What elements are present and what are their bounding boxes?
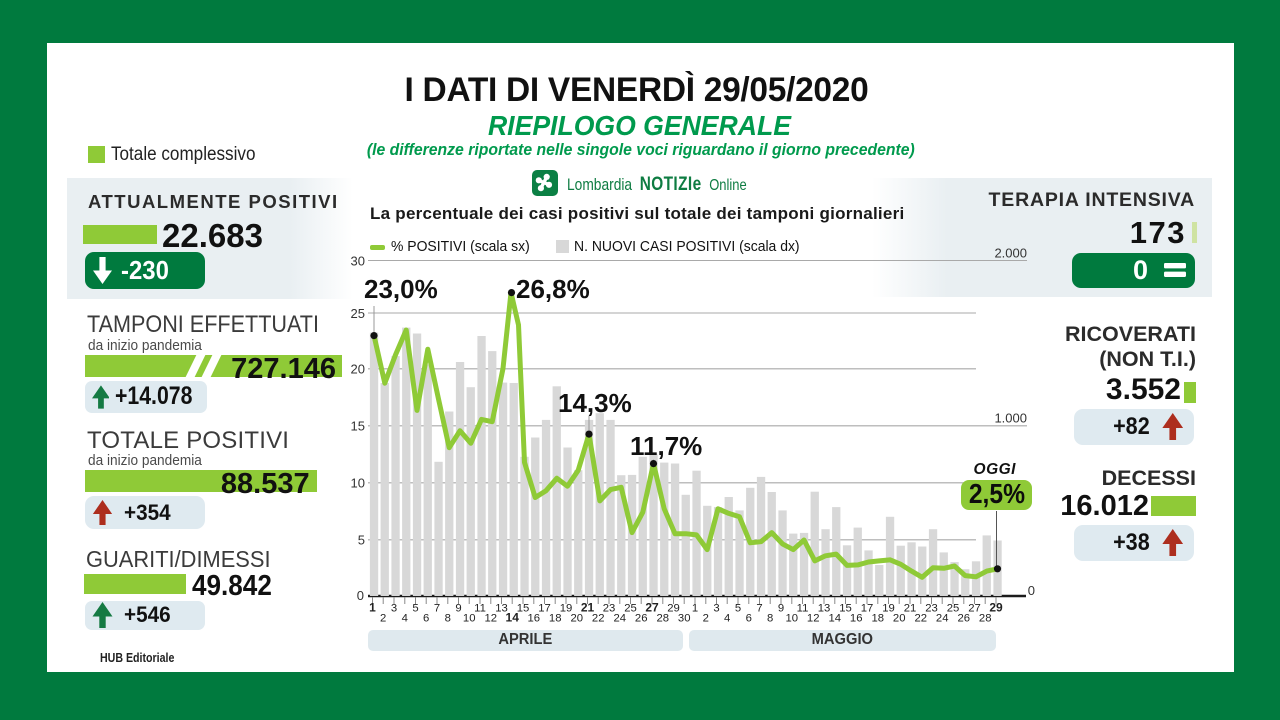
svg-text:27: 27 xyxy=(968,603,981,615)
svg-text:25: 25 xyxy=(624,603,637,615)
svg-text:24: 24 xyxy=(936,613,949,625)
svg-text:15: 15 xyxy=(351,419,365,434)
svg-text:16: 16 xyxy=(528,613,541,625)
svg-text:20: 20 xyxy=(351,362,365,377)
svg-text:16: 16 xyxy=(850,613,863,625)
svg-text:14: 14 xyxy=(506,611,520,625)
svg-text:5: 5 xyxy=(735,603,741,615)
svg-text:13: 13 xyxy=(818,603,831,615)
svg-text:0: 0 xyxy=(1028,583,1035,598)
svg-text:11: 11 xyxy=(797,603,809,615)
svg-text:25: 25 xyxy=(947,603,960,615)
svg-text:7: 7 xyxy=(756,603,762,615)
svg-text:10: 10 xyxy=(351,476,365,491)
svg-text:1: 1 xyxy=(692,603,698,615)
svg-text:10: 10 xyxy=(463,613,476,625)
svg-text:9: 9 xyxy=(778,603,784,615)
svg-text:2: 2 xyxy=(703,613,709,625)
svg-text:30: 30 xyxy=(678,613,691,625)
svg-text:8: 8 xyxy=(767,613,773,625)
svg-text:7: 7 xyxy=(434,603,440,615)
svg-text:24: 24 xyxy=(614,613,627,625)
svg-text:18: 18 xyxy=(549,613,562,625)
svg-text:13: 13 xyxy=(495,603,508,615)
svg-text:12: 12 xyxy=(485,613,498,625)
svg-text:4: 4 xyxy=(402,613,408,625)
svg-text:27: 27 xyxy=(645,601,659,615)
svg-text:30: 30 xyxy=(351,253,365,268)
svg-text:6: 6 xyxy=(746,613,752,625)
svg-text:26: 26 xyxy=(958,613,971,625)
svg-text:11: 11 xyxy=(474,603,486,615)
svg-text:5: 5 xyxy=(358,533,365,548)
svg-text:12: 12 xyxy=(807,613,820,625)
svg-text:19: 19 xyxy=(882,603,895,615)
svg-text:29: 29 xyxy=(989,601,1003,615)
svg-text:17: 17 xyxy=(538,603,551,615)
svg-text:21: 21 xyxy=(904,603,917,615)
svg-text:19: 19 xyxy=(560,603,573,615)
svg-text:20: 20 xyxy=(893,613,906,625)
svg-text:5: 5 xyxy=(412,603,418,615)
svg-text:23: 23 xyxy=(925,603,938,615)
svg-text:9: 9 xyxy=(455,603,461,615)
svg-text:23: 23 xyxy=(603,603,616,615)
svg-text:3: 3 xyxy=(391,603,397,615)
svg-text:20: 20 xyxy=(571,613,584,625)
svg-text:1: 1 xyxy=(369,601,376,615)
svg-text:3: 3 xyxy=(713,603,719,615)
svg-text:14: 14 xyxy=(829,613,842,625)
svg-text:2.000: 2.000 xyxy=(994,246,1027,261)
svg-text:15: 15 xyxy=(517,603,530,615)
svg-text:29: 29 xyxy=(667,603,680,615)
svg-text:17: 17 xyxy=(861,603,874,615)
svg-text:10: 10 xyxy=(786,613,799,625)
svg-text:25: 25 xyxy=(351,306,365,321)
svg-text:4: 4 xyxy=(724,613,730,625)
svg-text:0: 0 xyxy=(357,588,364,603)
svg-text:18: 18 xyxy=(872,613,885,625)
svg-text:26: 26 xyxy=(635,613,648,625)
svg-text:21: 21 xyxy=(581,601,595,615)
svg-text:22: 22 xyxy=(915,613,928,625)
svg-text:22: 22 xyxy=(592,613,605,625)
svg-text:1.000: 1.000 xyxy=(994,411,1027,426)
svg-text:8: 8 xyxy=(445,613,451,625)
svg-text:15: 15 xyxy=(839,603,852,615)
svg-text:28: 28 xyxy=(979,613,992,625)
svg-text:6: 6 xyxy=(423,613,429,625)
svg-text:28: 28 xyxy=(657,613,670,625)
svg-text:2: 2 xyxy=(380,613,386,625)
